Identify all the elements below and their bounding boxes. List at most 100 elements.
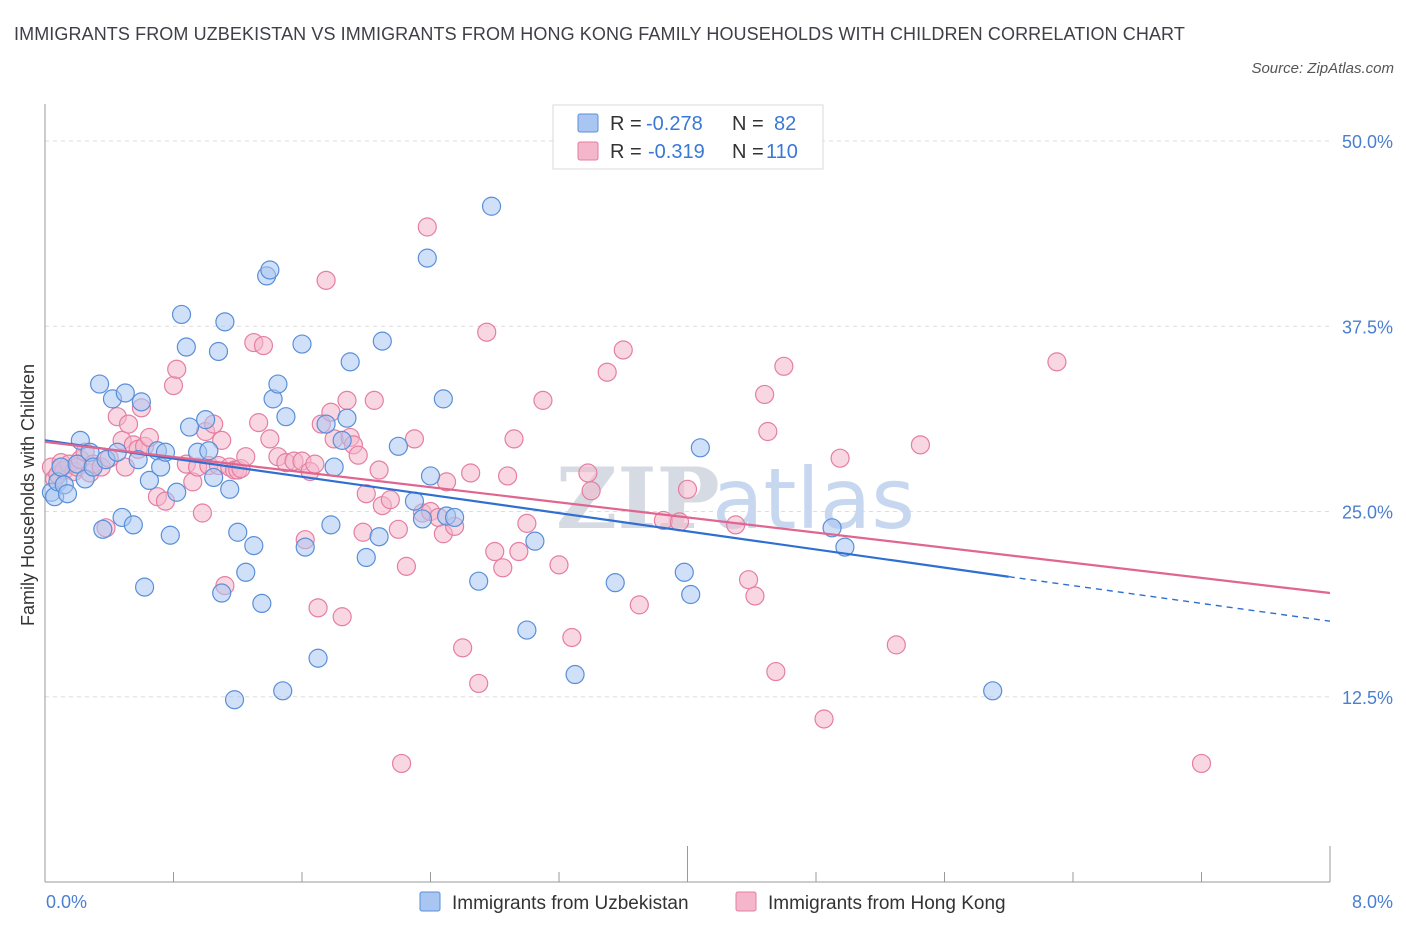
data-point bbox=[629, 595, 649, 615]
data-point bbox=[295, 537, 315, 557]
data-point bbox=[228, 522, 248, 542]
data-point bbox=[453, 638, 473, 658]
data-point bbox=[517, 513, 537, 533]
data-point bbox=[766, 661, 786, 682]
legend-n-value: 110 bbox=[766, 141, 798, 163]
data-point bbox=[244, 536, 264, 556]
data-point bbox=[139, 470, 160, 491]
data-point bbox=[308, 648, 328, 668]
data-point bbox=[90, 374, 110, 394]
trend-line-hong-kong bbox=[44, 440, 1331, 595]
data-point bbox=[292, 334, 312, 354]
data-point bbox=[509, 541, 529, 562]
data-point bbox=[498, 466, 518, 486]
data-point bbox=[433, 389, 453, 409]
data-point bbox=[260, 260, 280, 280]
data-point bbox=[321, 515, 341, 535]
data-point bbox=[131, 392, 151, 412]
trend-line-uzbekistan bbox=[44, 439, 1009, 578]
data-point bbox=[745, 586, 765, 606]
data-point bbox=[549, 555, 569, 575]
data-point bbox=[754, 384, 775, 405]
data-point bbox=[57, 484, 78, 504]
y-tick-label: 50.0% bbox=[1342, 132, 1393, 152]
data-point bbox=[340, 352, 360, 372]
data-point bbox=[835, 537, 855, 557]
data-point bbox=[396, 556, 417, 576]
data-point bbox=[469, 571, 489, 591]
data-point bbox=[444, 507, 465, 528]
legend-r-label: R = bbox=[610, 113, 642, 135]
series-uzbekistan-points bbox=[41, 196, 1003, 710]
y-tick-label: 12.5% bbox=[1342, 688, 1393, 708]
data-point bbox=[332, 607, 352, 627]
legend-hong-kong-swatch bbox=[735, 891, 757, 912]
data-point bbox=[179, 417, 200, 437]
data-point bbox=[356, 547, 376, 568]
data-point bbox=[477, 322, 497, 342]
legend-hong-kong-label: Immigrants from Hong Kong bbox=[768, 893, 1006, 914]
data-point bbox=[332, 430, 352, 450]
data-point bbox=[316, 270, 336, 290]
data-point bbox=[391, 753, 412, 774]
data-point bbox=[212, 430, 232, 450]
data-point bbox=[118, 414, 139, 434]
data-point bbox=[199, 441, 219, 461]
data-point bbox=[533, 390, 553, 410]
data-point bbox=[176, 337, 196, 357]
legend-r-value: -0.278 bbox=[646, 113, 703, 135]
data-point bbox=[204, 467, 224, 488]
x-tick-labels: 0.0% 8.0% bbox=[46, 892, 1393, 912]
data-point bbox=[324, 457, 344, 477]
data-point bbox=[461, 463, 481, 483]
legend-r-value: -0.319 bbox=[648, 141, 705, 163]
trend-lines bbox=[44, 439, 1331, 622]
data-point bbox=[249, 413, 269, 433]
legend-n-label: N = bbox=[732, 113, 764, 135]
legend-swatch-pink bbox=[577, 141, 599, 161]
trend-line-uzbekistan-extension bbox=[1008, 576, 1331, 622]
legend-uzbekistan-swatch bbox=[419, 891, 441, 912]
data-point bbox=[337, 408, 357, 428]
data-point bbox=[353, 522, 373, 542]
data-point bbox=[690, 438, 710, 458]
data-point bbox=[525, 531, 545, 551]
data-point bbox=[681, 584, 701, 605]
watermark: ZIP atlas bbox=[556, 449, 915, 548]
data-point bbox=[677, 479, 698, 499]
chart-title: IMMIGRANTS FROM UZBEKISTAN VS IMMIGRANTS… bbox=[14, 24, 1185, 44]
data-point bbox=[562, 627, 582, 648]
data-point bbox=[417, 217, 437, 237]
data-point bbox=[388, 519, 408, 539]
data-point bbox=[171, 304, 192, 325]
data-point bbox=[163, 375, 184, 396]
data-point bbox=[253, 335, 274, 356]
data-point bbox=[404, 429, 425, 449]
data-point bbox=[364, 390, 384, 410]
data-point bbox=[268, 374, 288, 394]
data-point bbox=[412, 509, 433, 529]
data-point bbox=[260, 429, 280, 449]
data-point bbox=[167, 359, 187, 379]
data-point bbox=[115, 383, 135, 403]
data-point bbox=[273, 681, 293, 701]
data-point bbox=[613, 340, 633, 360]
data-point bbox=[469, 673, 489, 694]
data-point bbox=[830, 448, 850, 468]
data-point bbox=[485, 541, 505, 562]
data-point bbox=[192, 503, 213, 523]
legend-n-value: 82 bbox=[774, 113, 796, 135]
data-point bbox=[605, 573, 625, 593]
legend-r-label: R = bbox=[610, 141, 642, 163]
data-point bbox=[252, 593, 272, 614]
data-point bbox=[93, 519, 113, 539]
data-point bbox=[597, 362, 617, 382]
data-point bbox=[224, 690, 245, 710]
data-point bbox=[1191, 753, 1212, 774]
data-point bbox=[220, 479, 240, 499]
y-tick-label: 37.5% bbox=[1342, 317, 1393, 337]
data-point bbox=[369, 527, 389, 547]
data-point bbox=[369, 460, 389, 480]
x-tick-label: 8.0% bbox=[1352, 892, 1393, 912]
